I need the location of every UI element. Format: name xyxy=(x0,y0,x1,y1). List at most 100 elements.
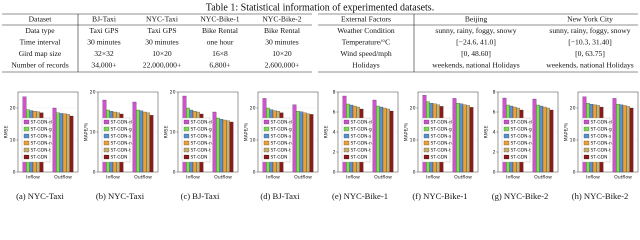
y-tick-label: 4 xyxy=(493,130,496,136)
legend-box xyxy=(181,117,211,163)
legend-swatch xyxy=(183,140,190,146)
y-tick-label: 20 xyxy=(250,106,256,112)
bar xyxy=(229,121,234,173)
bar xyxy=(292,104,297,173)
legend-swatch xyxy=(583,126,590,132)
bar xyxy=(146,112,150,173)
x-tick-label: Outflow xyxy=(534,175,552,181)
legend-swatch xyxy=(343,133,350,139)
x-tick-label: Outflow xyxy=(134,175,152,181)
legend-swatch xyxy=(423,126,430,132)
legend-swatch xyxy=(583,119,590,125)
bar xyxy=(382,107,387,173)
legend-box xyxy=(581,117,611,163)
bar xyxy=(56,112,60,173)
legend-swatch xyxy=(23,133,30,139)
x-tick-label: Inflow xyxy=(186,175,200,181)
y-tick-label: 10 xyxy=(10,138,16,144)
bar xyxy=(459,103,464,173)
legend-swatch xyxy=(503,140,510,146)
legend-label: ST-GDN-g xyxy=(111,127,132,133)
bar xyxy=(616,104,620,173)
table-cell: Bike Rental xyxy=(202,26,238,35)
legend-swatch xyxy=(103,140,110,146)
chart-caption: (f) NYC-Bike-1 xyxy=(412,191,467,201)
legend-label: ST-GDN-s xyxy=(511,134,532,140)
legend-label: ST-GDN-g xyxy=(511,127,532,133)
legend-swatch xyxy=(103,154,110,160)
legend-label: ST-GDN-d xyxy=(591,120,612,126)
x-tick-label: Outflow xyxy=(374,175,392,181)
legend-swatch xyxy=(503,133,510,139)
y-axis-label: MAPE/% xyxy=(84,122,90,141)
bar xyxy=(142,111,147,173)
legend-label: ST-GDN-g xyxy=(191,127,212,133)
table-cell: Weather Condition xyxy=(337,26,395,35)
y-tick-label: 0 xyxy=(573,170,576,176)
legend-label: ST-GDN-s xyxy=(351,134,372,140)
bar xyxy=(222,119,227,173)
legend-swatch xyxy=(263,154,270,160)
bar xyxy=(539,105,544,173)
legend-box xyxy=(21,117,51,163)
bar xyxy=(622,105,627,173)
legend-swatch xyxy=(103,147,110,153)
table-cell: Taxi GPS xyxy=(89,26,118,35)
bar xyxy=(629,107,634,173)
bar xyxy=(466,105,470,173)
legend-label: ST-GDN xyxy=(271,155,288,161)
chart-caption: (h) NYC-Bike-2 xyxy=(572,191,629,201)
legend-swatch xyxy=(423,154,430,160)
legend-label: ST-GDN xyxy=(431,155,448,161)
y-tick-label: 0 xyxy=(13,170,16,176)
y-tick-label: 10 xyxy=(570,138,576,144)
bar xyxy=(389,110,394,173)
bar xyxy=(612,98,617,173)
bar xyxy=(549,109,554,173)
legend-label: ST-GDN-s xyxy=(591,134,612,140)
legend-swatch xyxy=(23,147,30,153)
y-tick-label: 20 xyxy=(570,106,576,112)
y-tick-label: 0 xyxy=(493,170,496,176)
legend-swatch xyxy=(23,126,30,132)
table-cell: [−10.3, 31.40] xyxy=(568,37,612,46)
legend-swatch xyxy=(583,147,590,153)
legend-label: ST-GDN-t xyxy=(31,148,51,154)
y-axis-label: RMSE xyxy=(484,125,490,138)
table-cell: 22,000,000+ xyxy=(143,60,181,69)
bar xyxy=(149,115,154,173)
legend-swatch xyxy=(583,140,590,146)
x-tick-label: Inflow xyxy=(266,175,280,181)
bar xyxy=(66,114,70,173)
y-tick-label: 6 xyxy=(493,110,496,116)
table-cell: 30 minutes xyxy=(265,37,299,46)
bar xyxy=(462,104,467,173)
x-tick-label: Outflow xyxy=(614,175,632,181)
bar xyxy=(619,104,624,173)
x-tick-label: Inflow xyxy=(346,175,360,181)
legend-swatch xyxy=(263,126,270,132)
legend-label: ST-GDN-s xyxy=(31,134,52,140)
table-cell: Wind speed/mph xyxy=(340,49,392,58)
bar xyxy=(136,109,140,173)
bar xyxy=(299,111,304,173)
legend-label: ST-GDN xyxy=(351,155,368,161)
legend-swatch xyxy=(343,126,350,132)
legend-box xyxy=(101,117,131,163)
y-tick-label: 2 xyxy=(333,150,336,156)
x-tick-label: Outflow xyxy=(294,175,312,181)
legend-label: ST-GDN-n xyxy=(431,141,452,147)
legend-label: ST-GDN-d xyxy=(31,120,52,126)
table-title: Table 1: Statistical information of expe… xyxy=(206,2,434,13)
legend-label: ST-GDN-t xyxy=(111,148,131,154)
bar xyxy=(532,98,537,173)
legend-swatch xyxy=(183,133,190,139)
y-tick-label: 20 xyxy=(10,106,16,112)
legend-swatch xyxy=(343,140,350,146)
table-cell: [0, 63.75] xyxy=(575,49,605,58)
bar xyxy=(132,101,137,173)
table-cell: one hour xyxy=(207,37,234,46)
legend-swatch xyxy=(503,154,510,160)
chart-caption: (c) BJ-Taxi xyxy=(181,191,220,201)
chart-caption: (e) NYC-Bike-1 xyxy=(332,191,388,201)
